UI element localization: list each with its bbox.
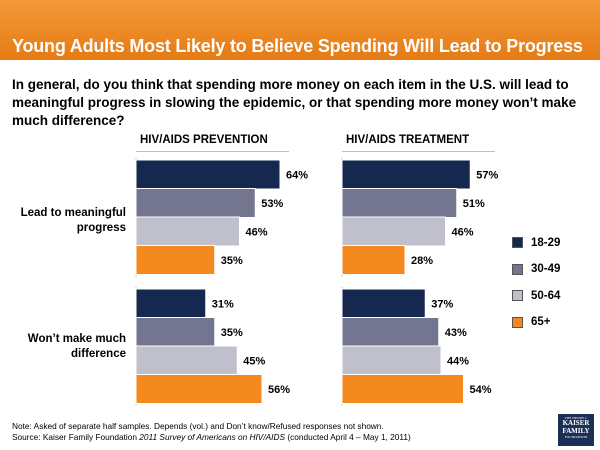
data-label-treatment-progress-18-29: 57% xyxy=(476,170,498,182)
legend-swatch-18-29 xyxy=(512,237,523,248)
bar-prevention-no-difference-50-64 xyxy=(135,345,238,376)
legend-label: 30-49 xyxy=(531,263,561,275)
data-label-treatment-progress-50-64: 46% xyxy=(452,227,474,239)
legend-label: 50-64 xyxy=(531,289,561,302)
data-label-treatment-no-difference-30-49: 43% xyxy=(445,327,467,339)
source-suffix: (conducted April 4 – May 1, 2011) xyxy=(285,432,411,442)
panel-title-treatment: HIV/AIDS TREATMENT xyxy=(346,134,470,146)
bar-treatment-no-difference-18-29 xyxy=(341,288,426,319)
legend-item-30-49: 30-49 xyxy=(512,263,560,276)
panel-title-prevention: HIV/AIDS PREVENTION xyxy=(140,134,268,146)
legend-item-50-64: 50-64 xyxy=(512,289,560,302)
legend-swatch-50-64 xyxy=(512,290,523,301)
data-label-treatment-no-difference-65-plus: 54% xyxy=(470,384,492,396)
data-label-prevention-progress-50-64: 46% xyxy=(246,227,268,239)
logo-bottom-text: FOUNDATION xyxy=(564,435,588,439)
legend-item-18-29: 18-29 xyxy=(512,236,560,249)
source-prefix: Source: Kaiser Family Foundation xyxy=(12,432,140,442)
data-label-prevention-progress-65-plus: 35% xyxy=(221,255,243,267)
data-label-treatment-no-difference-18-29: 37% xyxy=(431,299,453,311)
panel-header-treatment: HIV/AIDS TREATMENT xyxy=(342,131,495,152)
group-label-no-difference: Won’t make much difference xyxy=(27,333,126,360)
data-label-prevention-no-difference-65-plus: 56% xyxy=(268,384,290,396)
bar-treatment-progress-18-29 xyxy=(341,159,471,190)
legend-item-65-plus: 65+ xyxy=(512,316,560,329)
data-label-prevention-no-difference-18-29: 31% xyxy=(212,299,234,311)
source-text: Source: Kaiser Family Foundation 2011 Su… xyxy=(12,432,411,443)
bar-prevention-no-difference-30-49 xyxy=(135,317,216,347)
bar-prevention-no-difference-65-plus xyxy=(135,374,263,404)
logo-line1: KAISER xyxy=(562,419,590,427)
source-survey-title: 2011 Survey of Americans on HIV/AIDS xyxy=(139,432,286,442)
kff-logo: THE HENRY J. KAISER FAMILY FOUNDATION xyxy=(558,414,594,446)
bar-prevention-no-difference-18-29 xyxy=(135,288,207,319)
survey-question: In general, do you think that spending m… xyxy=(12,77,577,128)
logo-line2: FAMILY xyxy=(562,426,590,435)
group-label-progress: Lead to meaningful progress xyxy=(20,207,126,234)
note-text: Note: Asked of separate half samples. De… xyxy=(12,421,384,431)
bar-prevention-progress-18-29 xyxy=(135,159,281,190)
data-label-prevention-no-difference-30-49: 35% xyxy=(221,327,243,339)
data-label-prevention-progress-18-29: 64% xyxy=(286,170,308,182)
bar-prevention-progress-30-49 xyxy=(135,188,256,218)
data-label-treatment-no-difference-50-64: 44% xyxy=(447,356,469,368)
footnote: Note: Asked of separate half samples. De… xyxy=(12,421,411,443)
bar-treatment-no-difference-30-49 xyxy=(341,317,440,347)
legend-label: 65+ xyxy=(531,316,551,328)
legend-swatch-65-plus xyxy=(512,316,523,328)
bar-treatment-progress-30-49 xyxy=(341,188,458,218)
bar-treatment-progress-50-64 xyxy=(341,216,446,247)
logo-top-text: THE HENRY J. xyxy=(564,416,588,420)
legend-label: 18-29 xyxy=(531,236,561,249)
data-label-treatment-progress-30-49: 51% xyxy=(463,198,485,210)
bar-treatment-no-difference-65-plus xyxy=(341,374,464,404)
data-label-treatment-progress-65-plus: 28% xyxy=(411,255,433,267)
bar-prevention-progress-65-plus xyxy=(135,245,216,275)
bar-treatment-progress-65-plus xyxy=(341,245,406,275)
data-label-prevention-progress-30-49: 53% xyxy=(261,198,283,210)
legend: 18-29 30-49 50-64 65+ xyxy=(512,236,560,342)
title-bar xyxy=(0,0,600,60)
bar-treatment-no-difference-50-64 xyxy=(341,345,442,376)
chart-title: Young Adults Most Likely to Believe Spen… xyxy=(12,36,583,56)
bar-prevention-progress-50-64 xyxy=(135,216,240,247)
legend-swatch-30-49 xyxy=(512,263,523,275)
data-label-prevention-no-difference-50-64: 45% xyxy=(243,356,265,368)
panel-header-prevention: HIV/AIDS PREVENTION xyxy=(136,131,289,152)
